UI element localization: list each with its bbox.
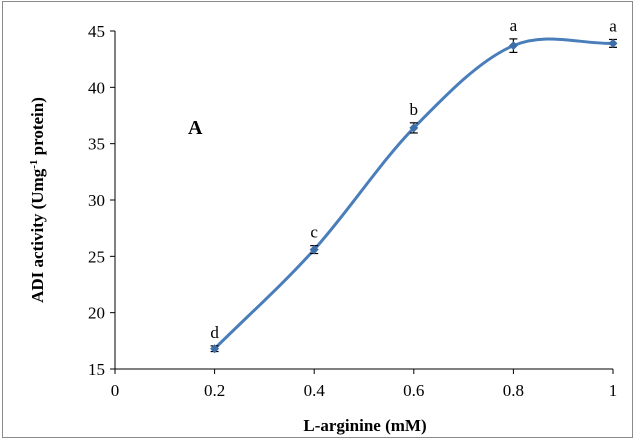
y-tick-label: 35 (88, 135, 105, 154)
x-tick-label: 0 (111, 381, 120, 400)
significance-label: a (510, 16, 518, 35)
data-point-marker (309, 245, 319, 255)
data-point-marker (210, 344, 220, 354)
x-tick-label: 0.4 (304, 381, 326, 400)
x-tick-label: 0.2 (204, 381, 225, 400)
significance-label: b (410, 100, 419, 119)
x-axis-label: L-arginine (mM) (303, 416, 426, 435)
data-point-marker (409, 123, 419, 133)
series-line (213, 37, 614, 350)
y-tick-label: 20 (88, 304, 105, 323)
x-tick-label: 1 (609, 381, 618, 400)
x-tick-label: 0.6 (403, 381, 424, 400)
significance-label: a (609, 16, 617, 35)
y-axis-label: ADI activity (Umg-1 protein) (28, 97, 47, 303)
error-bars (210, 38, 617, 353)
panel-label: A (188, 117, 203, 139)
y-axis-label-tail: protein) (28, 97, 47, 160)
y-ticks: 15 20 25 30 35 40 45 (88, 22, 115, 379)
y-tick-label: 45 (88, 22, 105, 41)
data-point-marker (508, 41, 518, 51)
data-point-marker (608, 38, 618, 48)
x-tick-label: 0.8 (503, 381, 524, 400)
y-axis-label-main: ADI activity (Umg (28, 168, 47, 303)
y-tick-label: 15 (88, 360, 105, 379)
significance-label: c (310, 223, 318, 242)
significance-label: d (210, 323, 219, 342)
y-tick-label: 30 (88, 191, 105, 210)
markers (210, 38, 618, 354)
significance-labels: d c b a a (210, 16, 617, 342)
y-axis-label-sup: -1 (28, 160, 40, 169)
x-ticks: 0 0.2 0.4 0.6 0.8 1 (111, 369, 618, 400)
y-tick-label: 40 (88, 78, 105, 97)
y-tick-label: 25 (88, 247, 105, 266)
